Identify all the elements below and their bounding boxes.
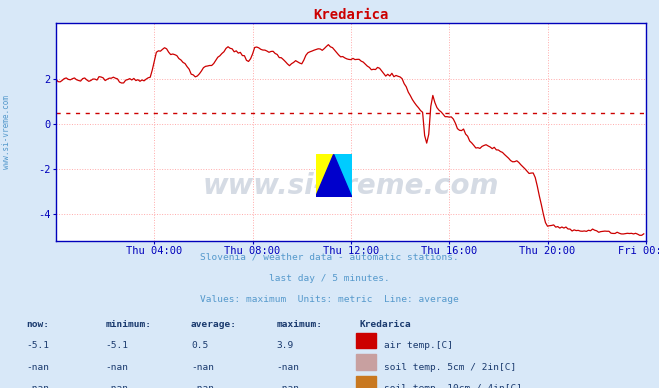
Text: last day / 5 minutes.: last day / 5 minutes. xyxy=(269,274,390,282)
Text: -5.1: -5.1 xyxy=(105,341,129,350)
Text: -nan: -nan xyxy=(191,384,214,388)
Text: www.si-vreme.com: www.si-vreme.com xyxy=(203,172,499,200)
Text: average:: average: xyxy=(191,320,237,329)
Polygon shape xyxy=(316,154,352,197)
Text: air temp.[C]: air temp.[C] xyxy=(384,341,453,350)
Text: Slovenia / weather data - automatic stations.: Slovenia / weather data - automatic stat… xyxy=(200,252,459,261)
Text: minimum:: minimum: xyxy=(105,320,152,329)
Text: -nan: -nan xyxy=(105,384,129,388)
Text: Kredarica: Kredarica xyxy=(359,320,411,329)
Polygon shape xyxy=(333,154,352,197)
Text: 0.5: 0.5 xyxy=(191,341,208,350)
Text: -nan: -nan xyxy=(277,384,300,388)
Text: 3.9: 3.9 xyxy=(277,341,294,350)
Text: -nan: -nan xyxy=(191,363,214,372)
Text: -nan: -nan xyxy=(105,363,129,372)
Text: soil temp. 5cm / 2in[C]: soil temp. 5cm / 2in[C] xyxy=(384,363,516,372)
Text: -nan: -nan xyxy=(26,363,49,372)
Text: Values: maximum  Units: metric  Line: average: Values: maximum Units: metric Line: aver… xyxy=(200,295,459,304)
Text: -nan: -nan xyxy=(277,363,300,372)
Text: www.si-vreme.com: www.si-vreme.com xyxy=(2,95,11,169)
Text: -nan: -nan xyxy=(26,384,49,388)
Text: maximum:: maximum: xyxy=(277,320,323,329)
Title: Kredarica: Kredarica xyxy=(313,8,389,22)
Polygon shape xyxy=(316,154,333,197)
Text: soil temp. 10cm / 4in[C]: soil temp. 10cm / 4in[C] xyxy=(384,384,521,388)
Text: now:: now: xyxy=(26,320,49,329)
Text: -5.1: -5.1 xyxy=(26,341,49,350)
